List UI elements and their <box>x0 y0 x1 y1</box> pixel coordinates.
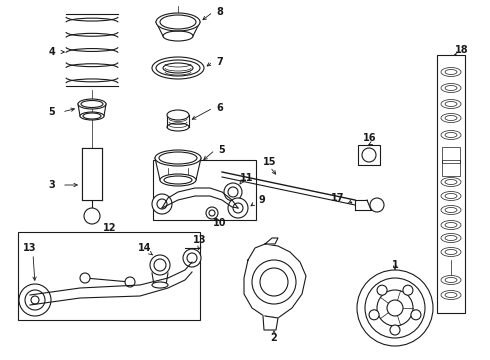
Text: 15: 15 <box>263 157 277 167</box>
Text: 11: 11 <box>240 173 254 183</box>
Bar <box>82 148 102 200</box>
Circle shape <box>80 273 90 283</box>
Text: 14: 14 <box>138 243 152 253</box>
Bar <box>442 147 460 163</box>
Circle shape <box>19 284 51 316</box>
Text: 5: 5 <box>49 107 55 117</box>
Circle shape <box>357 270 433 346</box>
Ellipse shape <box>441 131 461 140</box>
Ellipse shape <box>167 110 189 120</box>
Bar <box>437 55 465 313</box>
Ellipse shape <box>441 177 461 186</box>
Circle shape <box>403 285 413 295</box>
Bar <box>153 160 256 220</box>
Ellipse shape <box>441 68 461 77</box>
Polygon shape <box>244 244 306 318</box>
Text: 5: 5 <box>219 145 225 155</box>
Circle shape <box>206 207 218 219</box>
Ellipse shape <box>441 248 461 257</box>
Ellipse shape <box>155 150 201 166</box>
Text: 1: 1 <box>392 260 398 270</box>
Bar <box>358 145 380 165</box>
Circle shape <box>228 198 248 218</box>
Circle shape <box>370 198 384 212</box>
Text: 13: 13 <box>23 243 37 253</box>
Bar <box>18 232 200 320</box>
Circle shape <box>84 208 100 224</box>
Ellipse shape <box>441 99 461 108</box>
Ellipse shape <box>441 291 461 300</box>
Text: 9: 9 <box>259 195 266 205</box>
Ellipse shape <box>156 13 200 31</box>
Circle shape <box>152 194 172 214</box>
Bar <box>442 160 460 176</box>
Ellipse shape <box>78 99 106 109</box>
Circle shape <box>377 285 387 295</box>
Text: 7: 7 <box>217 57 223 67</box>
Text: 17: 17 <box>331 193 345 203</box>
Ellipse shape <box>441 206 461 215</box>
Text: 2: 2 <box>270 333 277 343</box>
Ellipse shape <box>441 192 461 201</box>
Ellipse shape <box>441 84 461 93</box>
Circle shape <box>390 325 400 335</box>
Text: 4: 4 <box>49 47 55 57</box>
Circle shape <box>362 148 376 162</box>
Ellipse shape <box>152 57 204 79</box>
Text: 13: 13 <box>193 235 207 245</box>
Text: 6: 6 <box>217 103 223 113</box>
Ellipse shape <box>441 113 461 122</box>
Circle shape <box>387 300 403 316</box>
Ellipse shape <box>160 174 196 186</box>
Text: 8: 8 <box>217 7 223 17</box>
Circle shape <box>224 183 242 201</box>
Ellipse shape <box>441 275 461 284</box>
Text: 18: 18 <box>455 45 469 55</box>
Ellipse shape <box>441 234 461 243</box>
Circle shape <box>183 249 201 267</box>
Polygon shape <box>263 316 278 330</box>
Text: 3: 3 <box>49 180 55 190</box>
Circle shape <box>150 255 170 275</box>
Circle shape <box>411 310 421 320</box>
Ellipse shape <box>152 282 168 288</box>
Circle shape <box>369 310 379 320</box>
Polygon shape <box>265 238 278 244</box>
Circle shape <box>252 260 296 304</box>
Ellipse shape <box>441 220 461 230</box>
Ellipse shape <box>80 112 104 120</box>
Circle shape <box>125 277 135 287</box>
Text: 16: 16 <box>363 133 377 143</box>
Text: 12: 12 <box>103 223 117 233</box>
Text: 10: 10 <box>213 218 227 228</box>
